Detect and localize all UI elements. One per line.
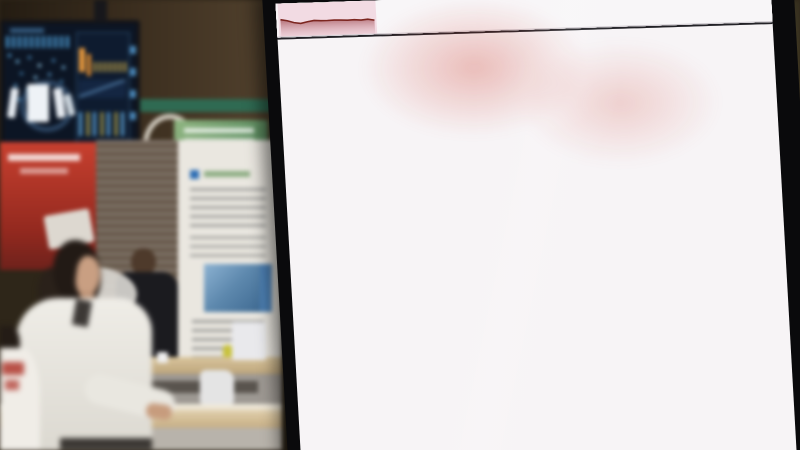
poster-logo [190,170,199,179]
poster-photo [204,264,260,312]
sign-text-blur [184,128,254,133]
banner-text-blur [20,168,68,174]
trend-sparkline [275,0,378,37]
counter-display [232,322,266,360]
shirt-print-blur [2,362,24,375]
poster-paragraph-blur [190,236,266,258]
yellow-bottle [223,345,232,363]
tv-bar-chart-yellow [94,62,126,72]
tv-document-card [27,84,49,122]
woman-trousers [60,438,152,450]
poster-side-image [260,264,272,312]
paper-cup [157,352,168,363]
tv-side-labels [130,46,136,120]
poster-paragraph-blur [190,188,266,228]
signage-screen-bezel: 国内碳市场成交行情 标的/市场 挂牌成交量 (吨) 挂牌成交均 价（元） 涨跌幅… [262,0,800,450]
shirt-print-blur [5,380,19,390]
white-chair [200,370,234,404]
tv-bar-chart-orange [79,48,85,72]
booth-green-beam [140,99,280,112]
tv-logo [10,28,44,33]
signage-screen: 国内碳市场成交行情 标的/市场 挂牌成交量 (吨) 挂牌成交均 价（元） 涨跌幅… [275,0,797,450]
man-head [131,248,156,275]
tv-line-chart [79,80,126,98]
screen-glare [275,0,797,450]
table-row: TJEA 天津 20,000 34.60 -3.35 % ↓ 4.8 % ↑ [275,0,773,38]
tv-dashboard [4,24,136,146]
tv-white-bar [6,87,20,119]
tv-equalizer-bars [6,36,72,48]
tv-small-bars [79,112,126,136]
poster-heading-blur [204,171,250,177]
tv-network-graph [8,54,11,57]
wall-tv-monitor [0,20,140,150]
banner-text-blur [8,154,80,161]
tv-mount-pole [94,0,107,22]
